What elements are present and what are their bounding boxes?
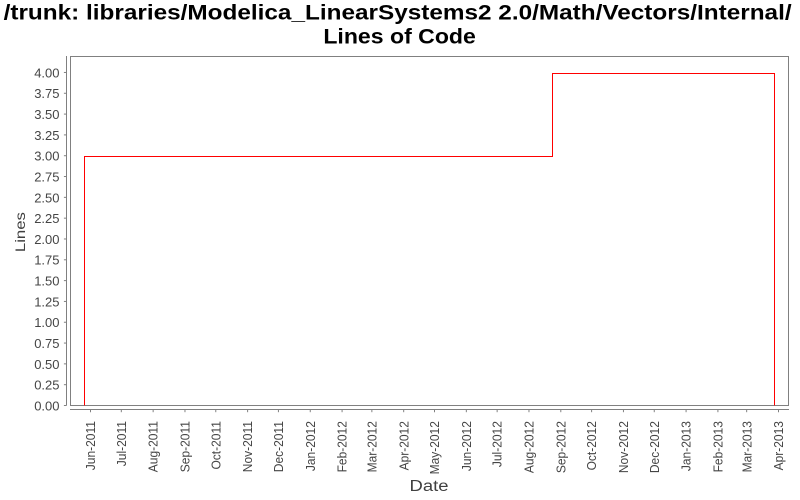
svg-text:4.00: 4.00 xyxy=(34,65,59,80)
svg-text:2.50: 2.50 xyxy=(34,190,59,205)
svg-text:Feb-2013: Feb-2013 xyxy=(711,421,726,472)
svg-text:Nov-2011: Nov-2011 xyxy=(240,421,255,472)
svg-text:Oct-2012: Oct-2012 xyxy=(584,421,599,470)
svg-text:Apr-2013: Apr-2013 xyxy=(771,421,786,470)
svg-text:Date: Date xyxy=(410,478,449,495)
svg-text:1.00: 1.00 xyxy=(34,315,59,330)
svg-text:Sep-2012: Sep-2012 xyxy=(553,421,568,473)
svg-text:0.50: 0.50 xyxy=(34,357,59,372)
svg-text:3.50: 3.50 xyxy=(34,107,59,122)
svg-text:Dec-2012: Dec-2012 xyxy=(647,421,662,473)
svg-text:Jan-2013: Jan-2013 xyxy=(679,421,694,471)
svg-text:Lines: Lines xyxy=(12,212,28,252)
svg-text:0.00: 0.00 xyxy=(34,398,59,413)
svg-text:Jul-2012: Jul-2012 xyxy=(490,421,505,467)
svg-text:/trunk: libraries/Modelica_Lin: /trunk: libraries/Modelica_LinearSystems… xyxy=(4,2,792,25)
svg-text:3.00: 3.00 xyxy=(34,149,59,164)
svg-text:2.75: 2.75 xyxy=(34,169,59,184)
svg-text:3.75: 3.75 xyxy=(34,86,59,101)
svg-text:1.50: 1.50 xyxy=(34,274,59,289)
svg-text:Apr-2012: Apr-2012 xyxy=(396,421,411,470)
svg-text:3.25: 3.25 xyxy=(34,128,59,143)
svg-text:Aug-2012: Aug-2012 xyxy=(522,421,537,473)
svg-text:Nov-2012: Nov-2012 xyxy=(616,421,631,473)
svg-text:Mar-2012: Mar-2012 xyxy=(364,421,379,472)
svg-text:Dec-2011: Dec-2011 xyxy=(271,421,286,472)
svg-text:1.75: 1.75 xyxy=(34,253,59,268)
svg-text:2.25: 2.25 xyxy=(34,211,59,226)
svg-text:Jun-2012: Jun-2012 xyxy=(459,421,474,471)
svg-text:Jan-2012: Jan-2012 xyxy=(303,421,318,471)
svg-text:0.25: 0.25 xyxy=(34,378,59,393)
svg-text:Oct-2011: Oct-2011 xyxy=(208,421,223,469)
svg-text:0.75: 0.75 xyxy=(34,336,59,351)
svg-text:1.25: 1.25 xyxy=(34,294,59,309)
svg-text:Jul-2011: Jul-2011 xyxy=(114,421,129,466)
svg-text:May-2012: May-2012 xyxy=(427,421,442,474)
svg-text:Feb-2012: Feb-2012 xyxy=(335,421,350,472)
svg-text:Mar-2013: Mar-2013 xyxy=(739,421,754,472)
svg-text:Lines of Code: Lines of Code xyxy=(323,25,476,48)
svg-text:Sep-2011: Sep-2011 xyxy=(178,421,193,472)
svg-text:2.00: 2.00 xyxy=(34,232,59,247)
svg-text:Jun-2011: Jun-2011 xyxy=(83,421,98,470)
svg-text:Aug-2011: Aug-2011 xyxy=(146,421,161,472)
